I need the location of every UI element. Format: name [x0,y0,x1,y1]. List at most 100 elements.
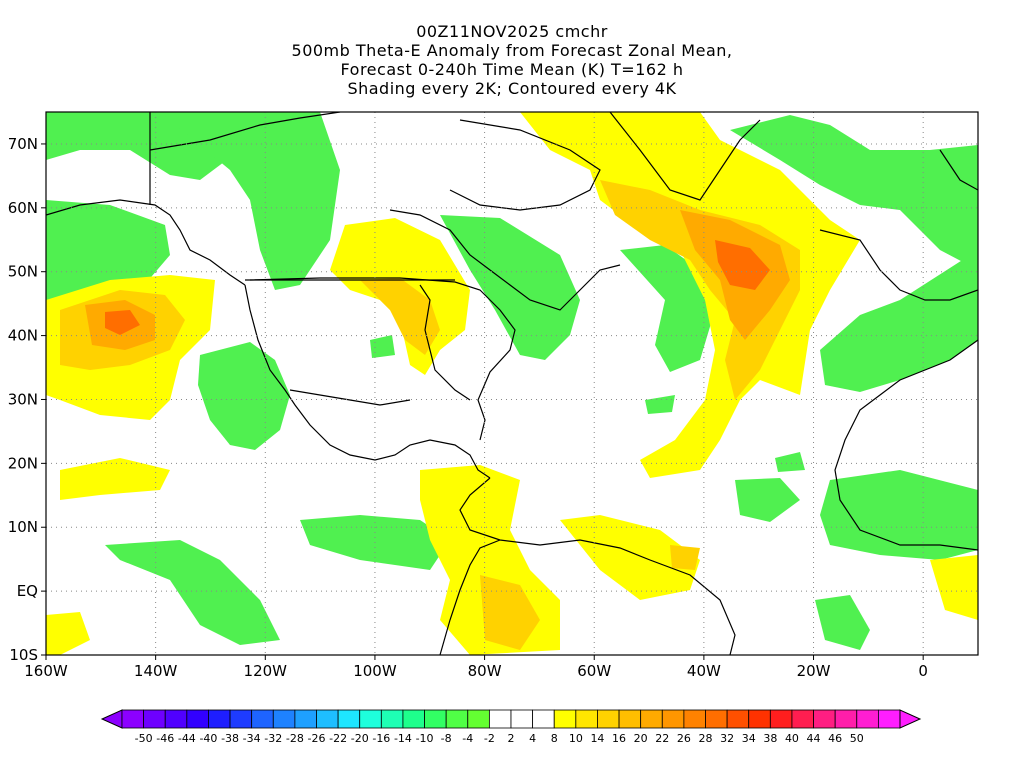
colorbar-swatch [402,709,425,729]
colorbar-swatch [229,709,253,729]
title-line-2: 500mb Theta-E Anomaly from Forecast Zona… [291,41,733,60]
title-line-3: Forecast 0-240h Time Mean (K) T=162 h [340,60,684,79]
colorbar-label: 50 [850,732,864,745]
coastlines [46,112,978,655]
colorbar-label: -2 [484,732,495,745]
colorbar-swatch [705,709,728,729]
anomaly-shading [46,112,978,655]
colorbar-label: -46 [156,732,174,745]
colorbar-swatch [424,709,447,729]
colorbar-label: 20 [634,732,648,745]
colorbar-label: 8 [551,732,558,745]
colorbar-swatch [813,709,836,729]
colorbar-label: 16 [612,732,626,745]
colorbar-swatch [380,709,404,729]
colorbar-swatch [791,709,814,729]
colorbar-swatch [488,709,512,729]
colorbar-label: 46 [828,732,842,745]
colorbar-label: -44 [178,732,196,745]
colorbar-swatch [532,709,555,729]
colorbar-swatch [661,709,685,729]
colorbar-left-arrow [100,709,123,729]
colorbar-swatch [294,709,317,729]
lon-tick-label: 20W [797,662,831,680]
colorbar-swatch [640,709,663,729]
colorbar-label: 4 [529,732,536,745]
lon-tick-label: 0 [918,662,928,680]
colorbar-label: -10 [416,732,434,745]
lat-tick-label: 20N [8,454,38,472]
colorbar-swatch [445,709,469,729]
colorbar-swatch [597,709,620,729]
colorbar-swatch [553,709,577,729]
colorbar-swatch [683,709,706,729]
colorbar-label: -4 [462,732,473,745]
colorbar-label: 2 [508,732,515,745]
colorbar-swatch [272,709,296,729]
colorbar-label: -34 [243,732,261,745]
colorbar-label: -16 [372,732,390,745]
colorbar-swatch [251,709,274,729]
colorbar-swatch [748,709,771,729]
colorbar-swatch [121,709,145,729]
gridlines [46,112,978,655]
colorbar-swatch [337,709,361,729]
colorbar-label: -22 [329,732,347,745]
colorbar-swatch [143,709,166,729]
colorbar-label: 34 [742,732,756,745]
latitude-axis: 70N 60N 50N 40N 30N 20N 10N EQ 10S [8,135,46,664]
colorbar-swatch [467,709,490,729]
plot-title: 00Z11NOV2025 cmchr 500mb Theta-E Anomaly… [0,22,1024,98]
lon-tick-label: 80W [468,662,502,680]
colorbar-label: -28 [286,732,304,745]
colorbar-swatch [769,709,793,729]
colorbar [100,709,922,729]
colorbar-swatch [618,709,642,729]
colorbar-swatch [208,709,231,729]
colorbar-swatch [164,709,188,729]
colorbar-label: 10 [569,732,583,745]
title-line-4: Shading every 2K; Contoured every 4K [347,79,677,98]
colorbar-swatch [575,709,598,729]
colorbar-label: 40 [785,732,799,745]
colorbar-label: -38 [221,732,239,745]
colorbar-label: -20 [351,732,369,745]
colorbar-label: -32 [264,732,282,745]
lat-tick-label: 70N [8,135,38,153]
colorbar-label: 38 [763,732,777,745]
lat-tick-label: 40N [8,327,38,345]
colorbar-right-arrow [899,709,922,729]
colorbar-label: 28 [699,732,713,745]
colorbar-label: 14 [590,732,604,745]
colorbar-label: 32 [720,732,734,745]
lat-tick-label: 10S [9,646,38,664]
lat-tick-label: 30N [8,390,38,408]
colorbar-label: -40 [199,732,217,745]
colorbar-label: -8 [441,732,452,745]
colorbar-swatch [359,709,382,729]
positive-anomaly-core [105,240,770,335]
lon-tick-label: 120W [244,662,288,680]
title-line-1: 00Z11NOV2025 cmchr [416,22,608,41]
lat-tick-label: 60N [8,199,38,217]
longitude-axis: 160W 140W 120W 100W 80W 60W 40W 20W 0 [24,655,928,680]
colorbar-label: 22 [655,732,669,745]
colorbar-swatch [186,709,209,729]
colorbar-swatch [510,709,534,729]
map-frame [45,111,979,656]
colorbar-label: 26 [677,732,691,745]
lat-tick-label: EQ [17,582,38,600]
lat-tick-label: 50N [8,263,38,281]
colorbar-swatch [316,709,339,729]
colorbar-swatch [856,709,879,729]
lon-tick-label: 40W [687,662,721,680]
lat-tick-label: 10N [8,518,38,536]
colorbar-swatch [726,709,750,729]
colorbar-label: 44 [807,732,821,745]
colorbar-labels: -50 -46 -44 -40 -38 -34 -32 -28 -26 -22 -20 -16 -14-… [135,732,864,745]
colorbar-label: -50 [135,732,153,745]
colorbar-label: -14 [394,732,412,745]
colorbar-swatch [834,709,858,729]
colorbar-label: -26 [308,732,326,745]
